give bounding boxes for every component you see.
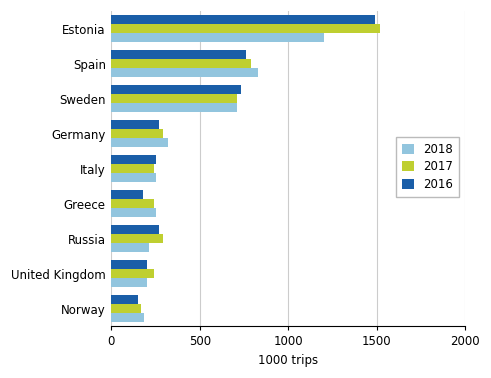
Bar <box>111 190 143 199</box>
Bar <box>111 94 237 103</box>
Bar <box>111 129 163 138</box>
Bar <box>111 234 163 243</box>
Bar <box>111 103 237 112</box>
Bar <box>111 208 156 217</box>
Bar <box>111 50 246 59</box>
Bar <box>111 278 147 287</box>
Bar <box>111 155 156 164</box>
Bar <box>111 173 156 182</box>
Bar <box>111 260 147 269</box>
Bar <box>111 243 149 253</box>
Bar <box>111 15 375 24</box>
Bar <box>111 24 380 33</box>
Bar <box>111 199 154 208</box>
Bar <box>111 59 251 68</box>
Bar <box>111 138 168 147</box>
Bar <box>111 295 138 304</box>
Bar <box>111 313 144 322</box>
Bar <box>111 33 324 42</box>
X-axis label: 1000 trips: 1000 trips <box>258 354 318 367</box>
Bar <box>111 68 258 77</box>
Bar <box>111 120 159 129</box>
Bar <box>111 304 140 313</box>
Bar <box>111 225 159 234</box>
Bar <box>111 164 154 173</box>
Bar <box>111 269 154 278</box>
Legend: 2018, 2017, 2016: 2018, 2017, 2016 <box>396 137 459 197</box>
Bar <box>111 85 241 94</box>
